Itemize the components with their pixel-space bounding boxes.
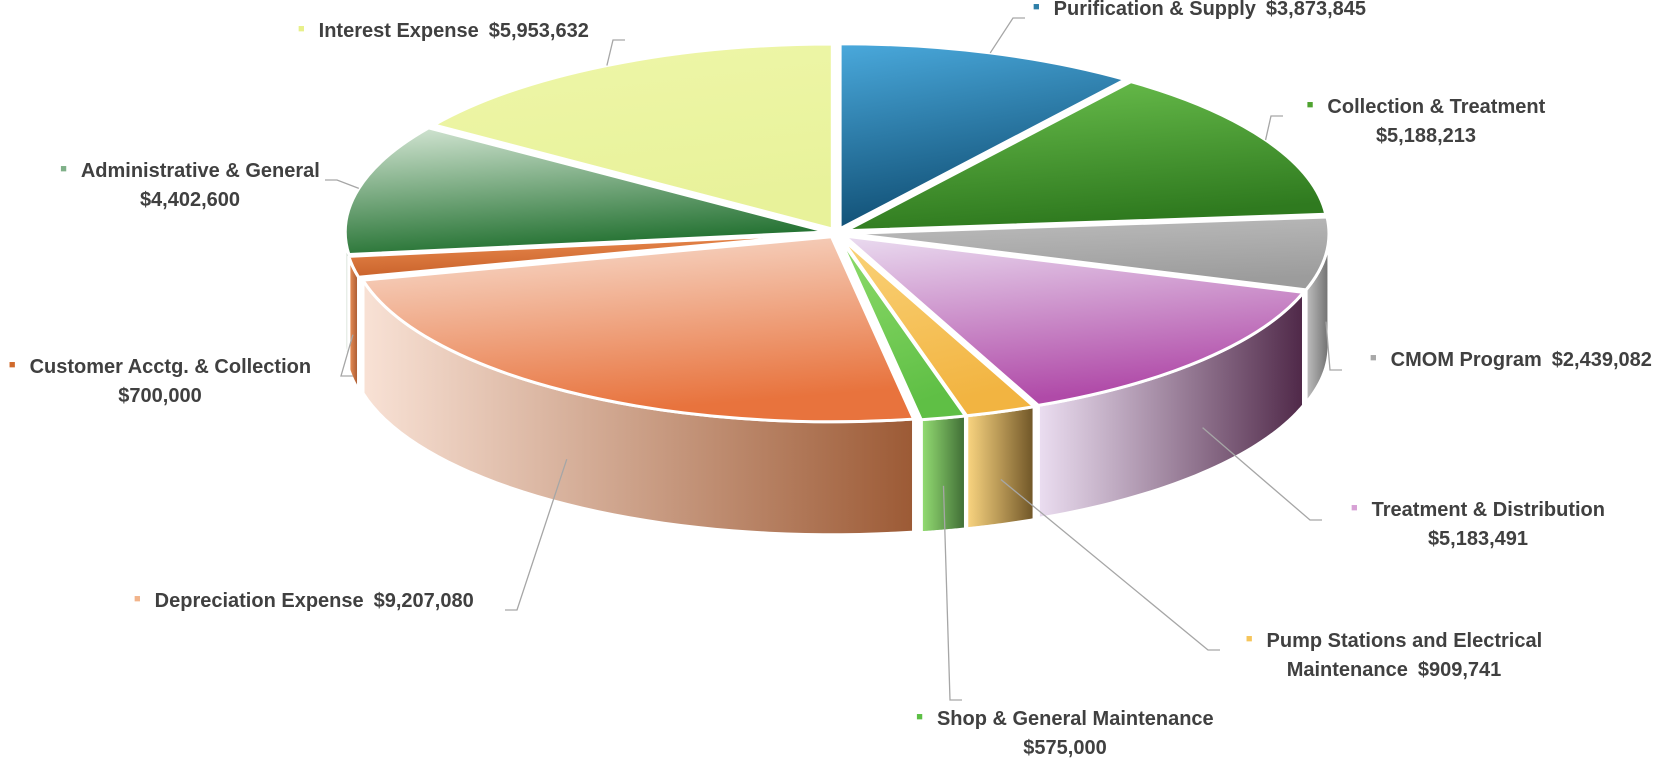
leader-line-1 (1264, 115, 1283, 141)
label-pump: ■ Pump Stations and Electrical Maintenanc… (1245, 630, 1543, 682)
label-interest: ■ Interest Expense $5,953,632 (298, 20, 589, 42)
marker-pump: ■ (1245, 633, 1253, 646)
slice-7 (347, 232, 829, 279)
label-shop: ■ Shop & General Maintenance $575,000 (916, 708, 1214, 760)
label-admin: ■ Administrative & General $4,402,600 (60, 160, 320, 212)
label-depreciation: ■ Depreciation Expense $9,207,080 (134, 590, 474, 612)
leader-line-0 (989, 17, 1025, 54)
slice-5 (837, 235, 967, 422)
slice-6 (361, 235, 916, 424)
label-collection: ■ Collection & Treatment $5,188,213 (1306, 96, 1546, 148)
marker-shop: ■ (916, 711, 923, 724)
slice-0 (838, 42, 1127, 231)
marker-interest: ■ (298, 23, 305, 36)
leader-line-2 (1325, 321, 1342, 371)
marker-depreciation: ■ (134, 593, 141, 606)
leader-line-7 (340, 334, 354, 377)
slice-3 (842, 234, 1306, 407)
slice-1 (844, 80, 1328, 233)
slice-9 (432, 42, 834, 231)
slice-side-5 (919, 414, 967, 535)
marker-cmom: ■ (1370, 352, 1377, 365)
label-purification: ■ Purification & Supply $3,873,845 (1033, 0, 1367, 20)
leader-line-9 (606, 39, 625, 66)
leader-line-6 (505, 458, 568, 611)
marker-collection: ■ (1306, 99, 1314, 112)
slice-side-4 (965, 404, 1036, 531)
label-customer: ■ Customer Acctg. & Collection $700,000 (8, 356, 312, 408)
slice-8 (343, 126, 829, 257)
label-treatment: ■ Treatment & Distribution $5,183,491 (1350, 499, 1605, 551)
marker-customer: ■ (8, 359, 16, 372)
marker-purification: ■ (1033, 1, 1040, 14)
marker-treatment: ■ (1350, 502, 1358, 515)
slice-tops (343, 42, 1331, 424)
leader-lines (325, 17, 1342, 701)
leader-line-3 (1202, 427, 1322, 521)
label-cmom: ■ CMOM Program $2,439,082 (1370, 349, 1652, 371)
leader-line-5 (942, 485, 962, 701)
leader-line-8 (325, 179, 360, 190)
marker-admin: ■ (60, 163, 67, 176)
slice-2 (845, 215, 1331, 292)
leader-line-4 (1000, 478, 1220, 651)
